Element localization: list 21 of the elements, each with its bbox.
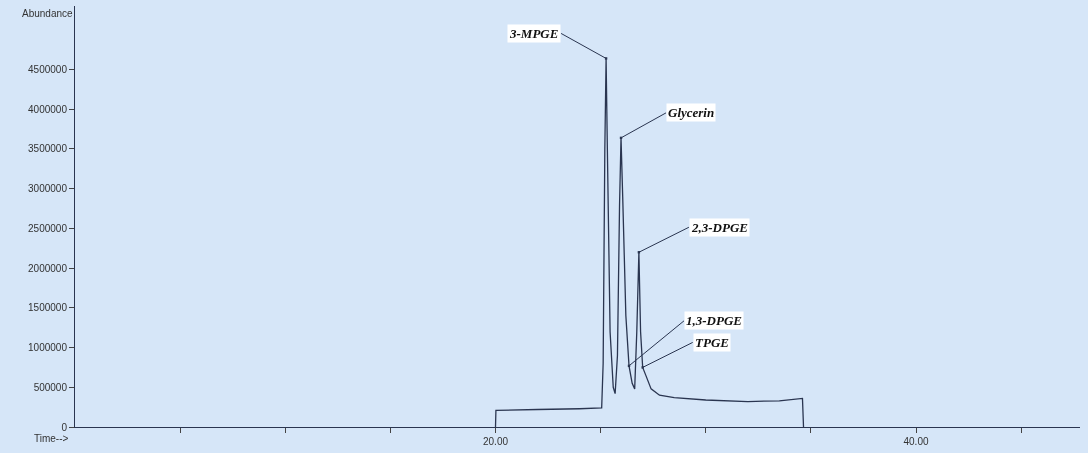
- point: [641, 366, 644, 369]
- x-tick-label: 40.00: [903, 436, 929, 447]
- y-tick-label: 2500000: [28, 222, 68, 234]
- annotation: 1,3-DPGE: [686, 313, 743, 328]
- y-tick-label: 4500000: [28, 64, 68, 76]
- x-tick-label: 20.00: [482, 436, 509, 447]
- annotation: 2,3-DPGE: [691, 220, 749, 235]
- y-tick-label: 500000: [33, 381, 68, 393]
- annotation: TPGE: [695, 335, 730, 350]
- y-tick-label: 0: [61, 421, 68, 433]
- y-tick-label: 1500000: [28, 302, 68, 314]
- annotation: 3-MPGE: [509, 26, 559, 41]
- x-axis-title: Time-->: [34, 433, 69, 444]
- y-tick-label: 4000000: [28, 103, 68, 115]
- y-axis-title: Abundance: [22, 8, 74, 19]
- y-tick-label: 2000000: [28, 262, 68, 274]
- point: [604, 57, 608, 60]
- annotation: Glycerin: [668, 105, 715, 120]
- y-tick-label: 3000000: [28, 183, 68, 195]
- y-tick-label: 3500000: [28, 143, 68, 155]
- y-tick-label: 1000000: [28, 342, 68, 354]
